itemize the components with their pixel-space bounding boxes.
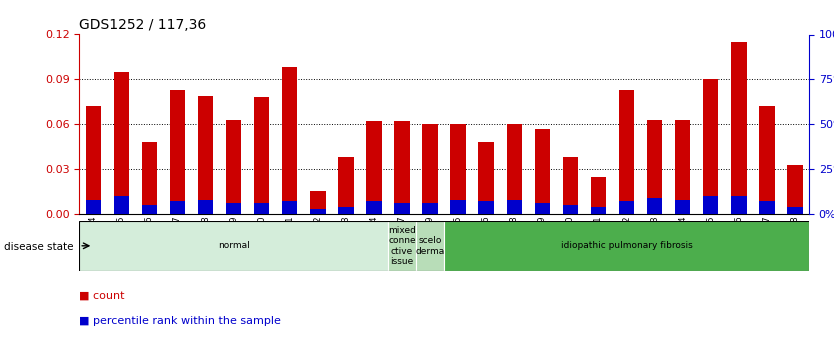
Bar bbox=[394, 203, 409, 214]
Bar bbox=[86, 199, 101, 214]
Bar bbox=[338, 157, 354, 214]
Bar bbox=[79, 221, 388, 271]
Bar bbox=[198, 199, 214, 214]
Bar bbox=[731, 42, 746, 214]
Bar bbox=[563, 205, 578, 214]
Bar bbox=[282, 67, 298, 214]
Bar bbox=[759, 106, 775, 214]
Bar bbox=[422, 124, 438, 214]
Bar bbox=[254, 203, 269, 214]
Bar bbox=[563, 157, 578, 214]
Bar bbox=[170, 90, 185, 214]
Bar bbox=[366, 201, 382, 214]
Bar bbox=[759, 201, 775, 214]
Text: scelo
derma: scelo derma bbox=[415, 236, 445, 256]
Bar bbox=[198, 96, 214, 214]
Bar bbox=[506, 124, 522, 214]
Bar bbox=[731, 196, 746, 214]
Text: idiopathic pulmonary fibrosis: idiopathic pulmonary fibrosis bbox=[560, 241, 692, 250]
Text: GDS1252 / 117,36: GDS1252 / 117,36 bbox=[79, 18, 207, 32]
Bar bbox=[310, 208, 325, 214]
Bar bbox=[535, 203, 550, 214]
Text: normal: normal bbox=[218, 241, 249, 250]
Bar bbox=[703, 196, 718, 214]
Bar bbox=[416, 221, 444, 271]
Bar bbox=[590, 177, 606, 214]
Bar bbox=[444, 221, 809, 271]
Bar bbox=[338, 207, 354, 214]
Bar bbox=[113, 196, 129, 214]
Bar bbox=[506, 199, 522, 214]
Bar bbox=[619, 90, 635, 214]
Bar bbox=[310, 191, 325, 214]
Bar bbox=[450, 199, 466, 214]
Bar bbox=[142, 205, 157, 214]
Bar bbox=[394, 121, 409, 214]
Bar bbox=[86, 106, 101, 214]
Bar bbox=[675, 120, 691, 214]
Bar bbox=[479, 142, 494, 214]
Text: mixed
conne
ctive
issue: mixed conne ctive issue bbox=[388, 226, 416, 266]
Bar bbox=[226, 203, 241, 214]
Bar bbox=[113, 72, 129, 214]
Bar bbox=[647, 198, 662, 214]
Bar bbox=[142, 142, 157, 214]
Bar bbox=[450, 124, 466, 214]
Bar bbox=[535, 129, 550, 214]
Bar bbox=[282, 201, 298, 214]
Bar bbox=[590, 207, 606, 214]
Bar bbox=[388, 221, 416, 271]
Bar bbox=[254, 97, 269, 214]
Text: ■ percentile rank within the sample: ■ percentile rank within the sample bbox=[79, 316, 281, 326]
Bar bbox=[787, 207, 802, 214]
Text: disease state: disease state bbox=[4, 242, 73, 252]
Bar bbox=[787, 165, 802, 214]
Text: ■ count: ■ count bbox=[79, 290, 125, 300]
Bar bbox=[422, 203, 438, 214]
Bar bbox=[479, 201, 494, 214]
Bar bbox=[647, 120, 662, 214]
Bar bbox=[366, 121, 382, 214]
Bar bbox=[170, 201, 185, 214]
Bar bbox=[226, 120, 241, 214]
Bar bbox=[703, 79, 718, 214]
Bar bbox=[619, 201, 635, 214]
Bar bbox=[675, 199, 691, 214]
